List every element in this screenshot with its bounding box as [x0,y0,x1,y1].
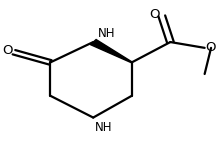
Text: O: O [2,44,13,57]
Text: O: O [206,41,216,54]
Text: NH: NH [97,27,115,40]
Text: O: O [149,8,159,21]
Polygon shape [90,40,132,63]
Text: NH: NH [95,121,113,134]
